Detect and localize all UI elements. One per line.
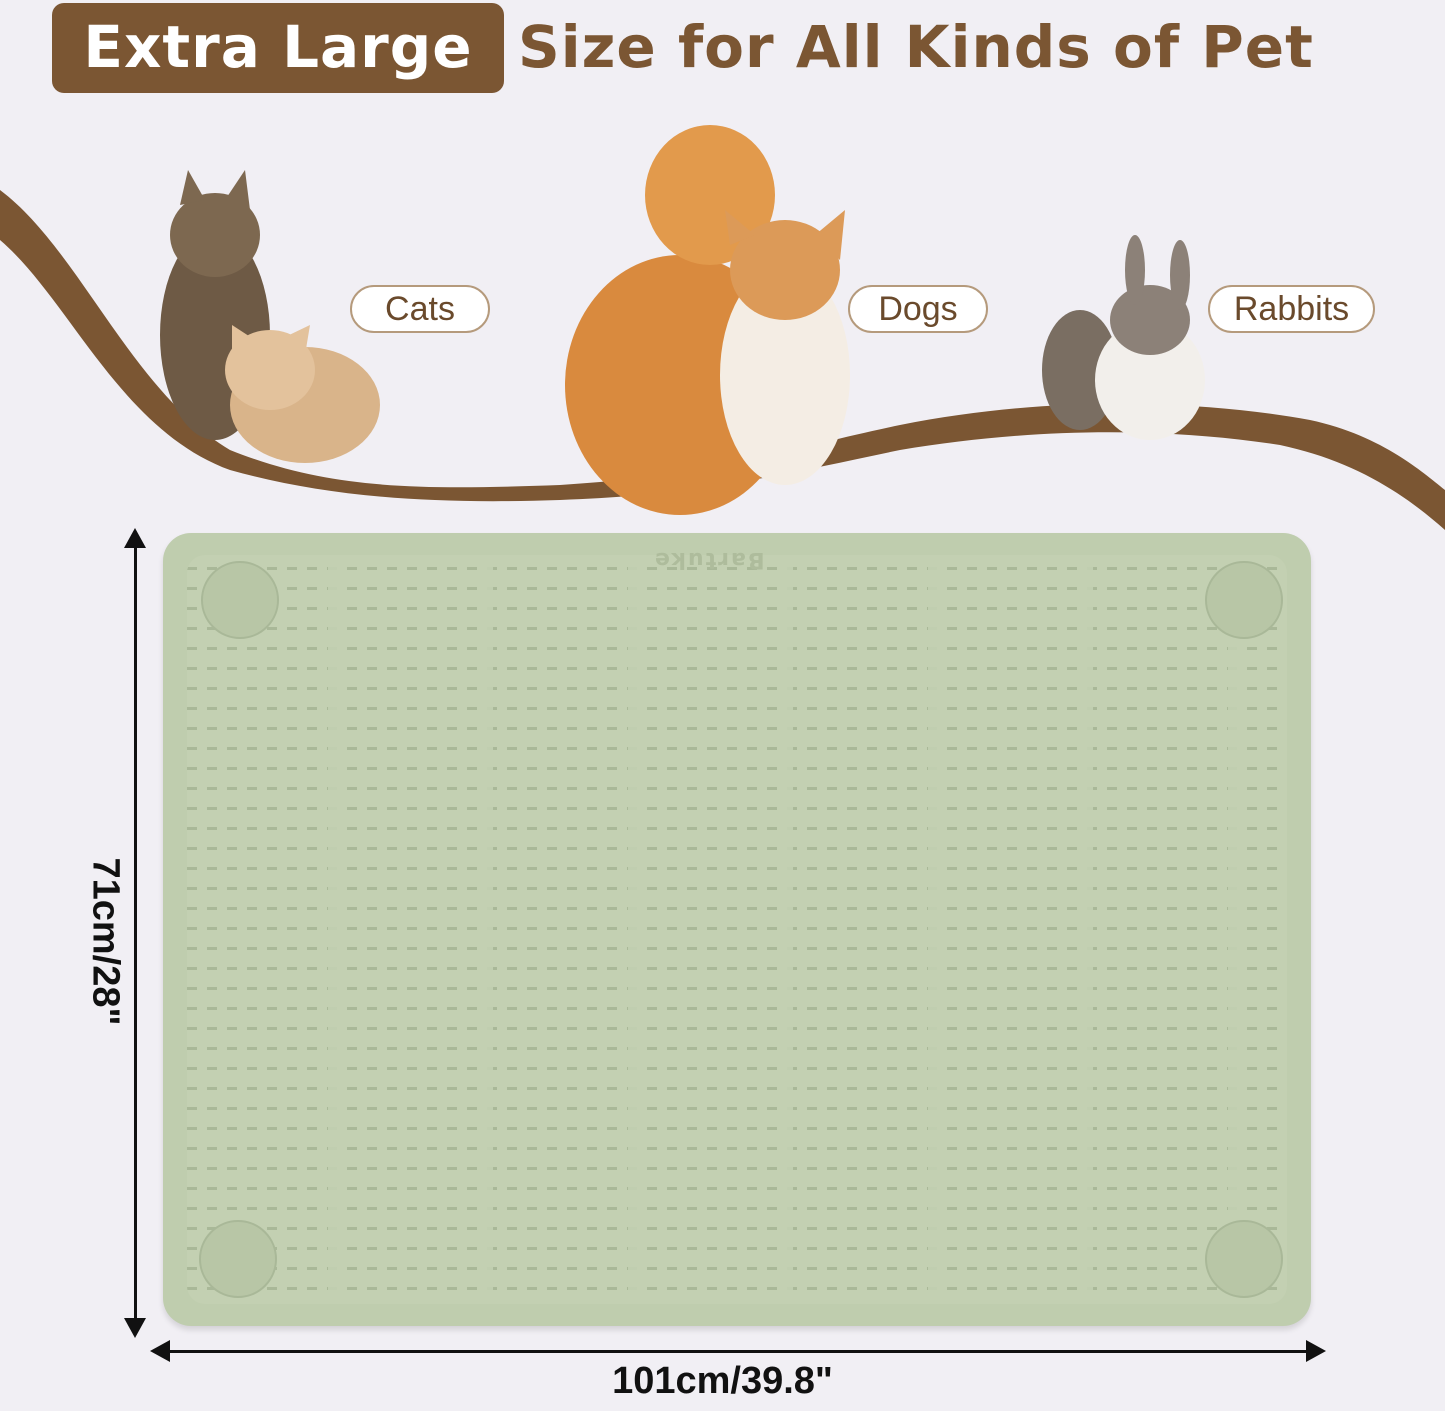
headline: Size for All Kinds of Pet [518, 13, 1314, 81]
height-label: 71cm/28" [84, 857, 127, 1026]
brand-logo: Bartuke [653, 547, 765, 572]
cats-image [160, 170, 380, 463]
arrow-down-icon [124, 1318, 146, 1338]
arrow-right-icon [1306, 1340, 1326, 1362]
litter-mat-image: Bartuke [163, 533, 1311, 1326]
pet-label-dogs: Dogs [848, 285, 988, 333]
pet-label-rabbits: Rabbits [1208, 285, 1375, 333]
pet-label-cats: Cats [350, 285, 490, 333]
rabbits-image [1042, 235, 1205, 440]
paw-print-icon [1205, 1220, 1283, 1298]
arrow-up-icon [124, 528, 146, 548]
width-label: 101cm/39.8" [612, 1360, 833, 1402]
height-dimension-line [134, 535, 137, 1330]
arrow-left-icon [150, 1340, 170, 1362]
paw-print-icon [201, 561, 279, 639]
headline-highlight-badge [52, 3, 504, 93]
headline-highlight: Extra Large [83, 13, 473, 81]
paw-print-icon [1205, 561, 1283, 639]
dogs-image [565, 125, 850, 515]
width-dimension-line [158, 1350, 1318, 1353]
paw-print-icon [199, 1220, 277, 1298]
